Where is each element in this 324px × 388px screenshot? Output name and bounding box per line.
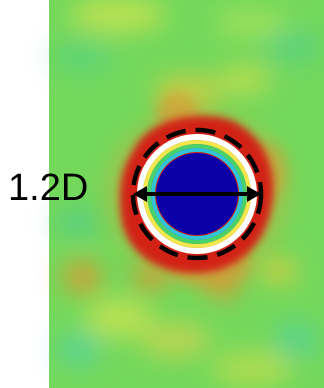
dimension-arrow	[133, 186, 261, 202]
dimension-label: 1.2D	[8, 167, 89, 209]
